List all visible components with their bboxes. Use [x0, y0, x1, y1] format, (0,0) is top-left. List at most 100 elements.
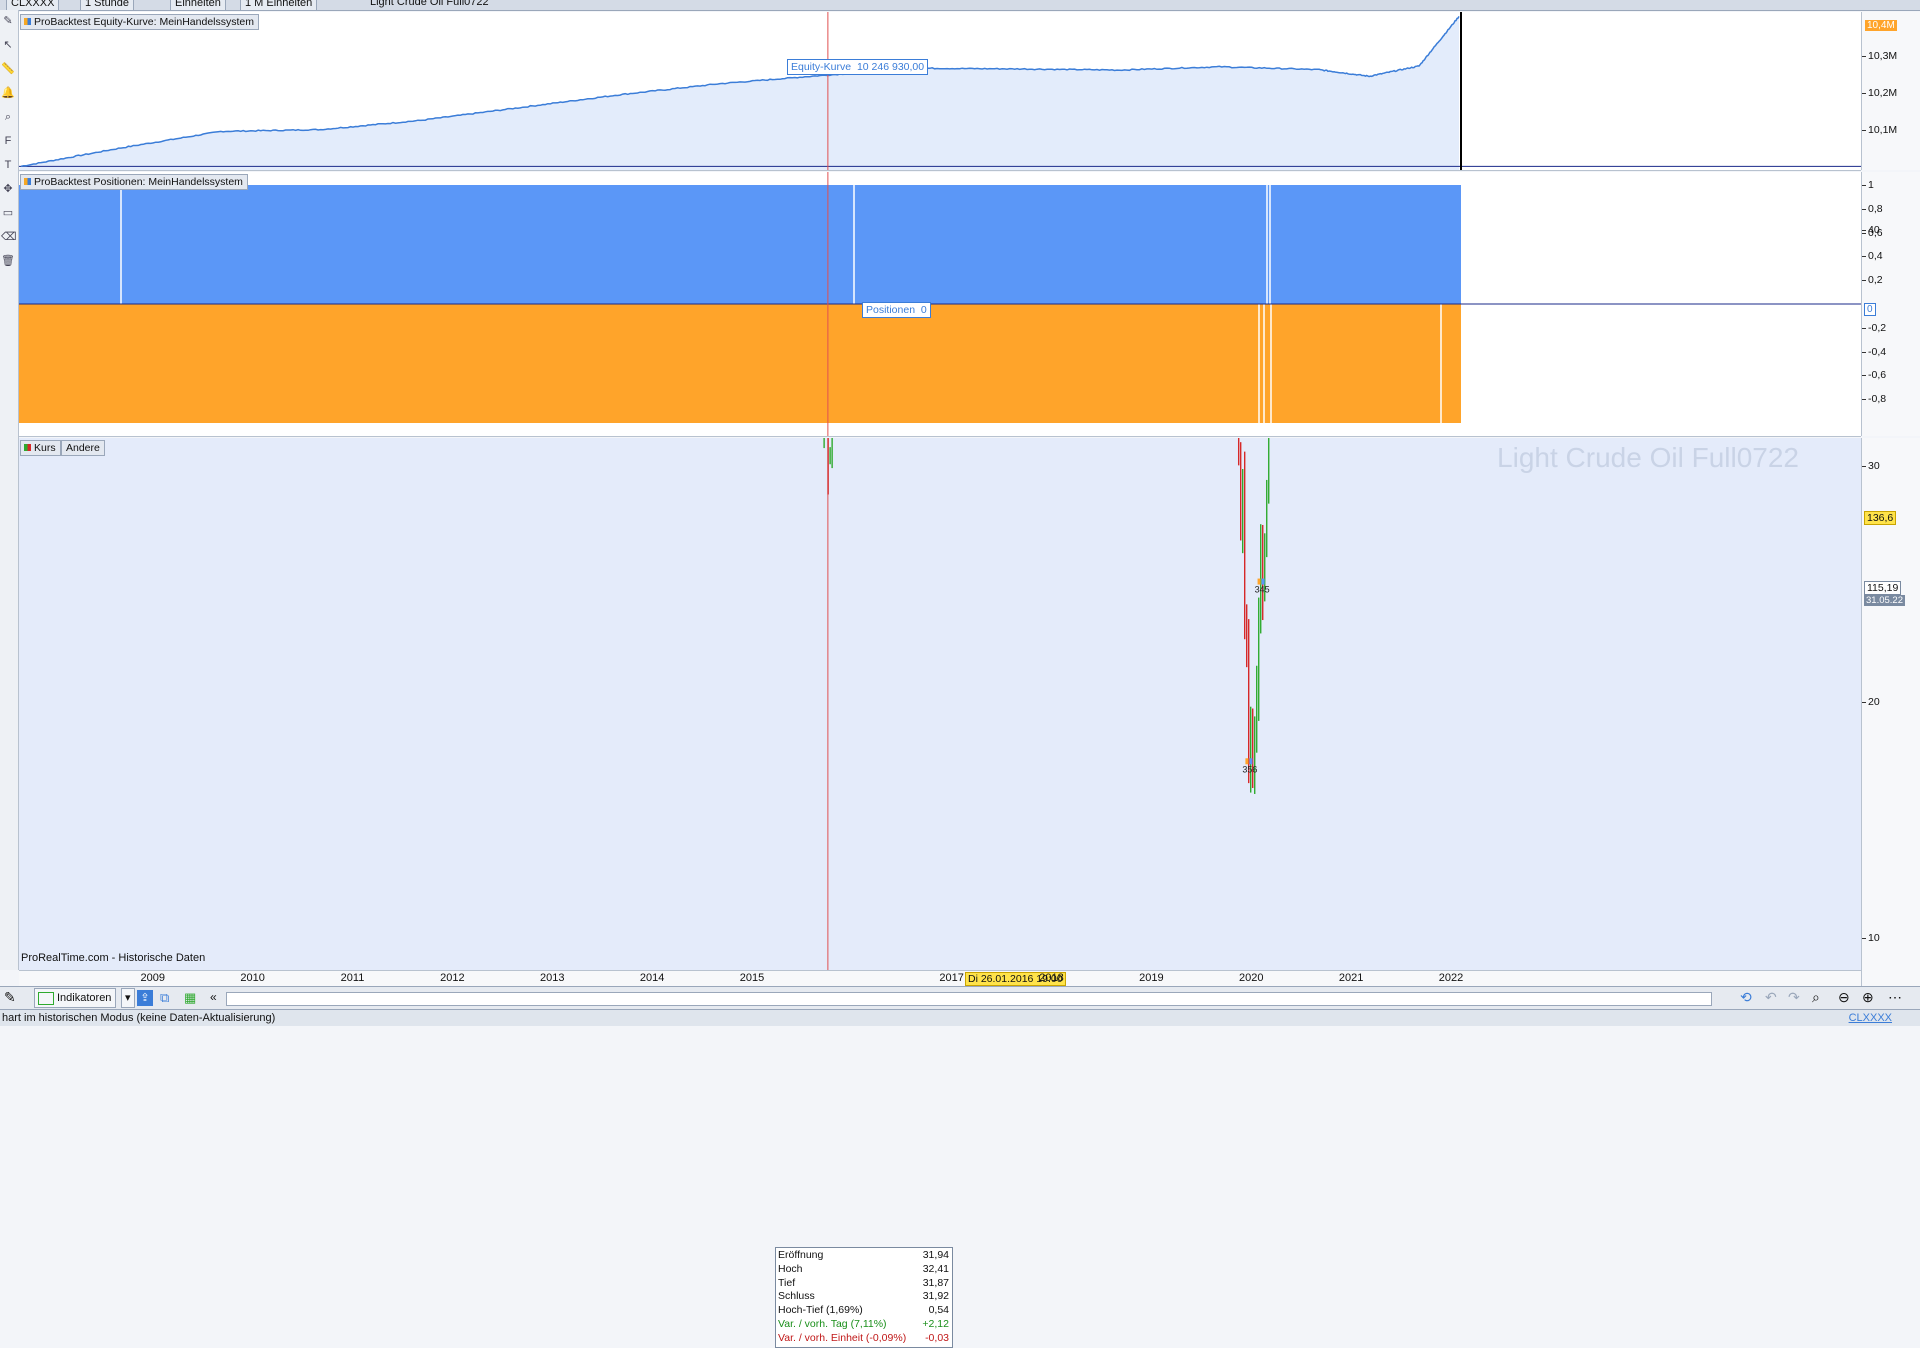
infobox-value: 31,87: [922, 1276, 949, 1289]
spreadsheet-icon[interactable]: ▦: [184, 990, 197, 1005]
price-y-tick: 30: [1862, 460, 1880, 472]
units-count-dropdown[interactable]: 1 M Einheiten: [240, 0, 318, 10]
last-price: 115,19: [1864, 581, 1902, 595]
x-year-tick: 2020: [1239, 972, 1264, 984]
positions-y-tick: -0,2: [1861, 321, 1887, 334]
x-year-tick: 2010: [240, 972, 265, 984]
indicators-dropdown[interactable]: ▾: [121, 988, 135, 1008]
x-year-tick: 2021: [1338, 972, 1364, 984]
price-y-tick: 40: [1862, 224, 1880, 236]
trade-label: 345: [1255, 585, 1270, 595]
trash-icon[interactable]: 🗑: [1, 255, 15, 267]
zoom-out-icon[interactable]: ⊖: [1838, 989, 1850, 1005]
equity-last-value: 10,4M: [1865, 20, 1897, 31]
watermark: Light Crude Oil Full0722: [1497, 442, 1799, 473]
kurs-tag-label: Kurs: [34, 442, 56, 454]
x-year-tick: 2022: [1438, 972, 1464, 984]
pencil-icon[interactable]: ✎: [3, 15, 13, 27]
ohlc-infobox: Eröffnung 31,94 Hoch 32,41 Tief 31,87 Schluss 3…: [775, 1247, 953, 1348]
indicators-label: Indikatoren: [57, 992, 112, 1004]
x-axis: Di 26.01.2016 19:00 2009 2010 2011 2012 2013…: [19, 970, 1861, 987]
time-scrollbar[interactable]: [226, 992, 1712, 1006]
positions-y-tick: 0,4: [1862, 250, 1883, 263]
x-year-tick: 2013: [539, 972, 565, 984]
positions-bubble-label: Positionen: [866, 304, 916, 316]
positions-panel: ProBacktest Positionen: MeinHandelssyste…: [19, 172, 1861, 437]
infobox-value: 31,94: [922, 1249, 949, 1261]
zoom-fit-icon[interactable]: ⌕: [1812, 989, 1820, 1005]
undo-icon[interactable]: ↶: [1765, 989, 1777, 1005]
cursor-icon[interactable]: ↖: [3, 39, 13, 51]
last-date: 31.05.22: [1864, 595, 1905, 606]
price-panel: 3303502853433083524124534624174053703563…: [19, 438, 1861, 1348]
equity-area: [19, 16, 1459, 170]
bell-icon[interactable]: 🔔: [1, 87, 15, 99]
buy-marker: [1261, 578, 1265, 585]
equity-bubble-value: 10 246 930,00: [856, 61, 925, 73]
grid-icon[interactable]: ⋯: [1888, 989, 1902, 1005]
price-y-axis: 160150140130120110100908070605040302010 …: [1861, 224, 1920, 970]
drawing-toolbar: ✎ ↖ 📏 🔔 ⌕ F T ✥ ▭ ⌫ 🗑: [0, 10, 19, 970]
infobox-row: Var. / vorh. Tag (7,11%) +2,12: [776, 1318, 952, 1332]
x-year-tick: 2018: [1039, 972, 1064, 984]
status-bar: hart im historischen Modus (keine Daten-…: [0, 1009, 1920, 1026]
symbol-dropdown[interactable]: CLXXXX: [6, 0, 60, 10]
infobox-row: Hoch 32,41: [776, 1263, 952, 1277]
equity-value-bubble: Equity-Kurve 10 246 930,00: [787, 59, 929, 75]
equity-panel-title: ProBacktest Equity-Kurve: MeinHandelssys…: [34, 16, 255, 28]
candle-icon: [24, 444, 31, 451]
redo-icon[interactable]: ↷: [1788, 989, 1800, 1005]
fibonacci-icon[interactable]: F: [4, 135, 12, 147]
infobox-value: 31,92: [922, 1290, 949, 1303]
infobox-key: Tief: [778, 1276, 796, 1289]
units-dropdown[interactable]: Einheiten: [170, 0, 226, 10]
positions-y-tick: 0,6: [1862, 226, 1883, 239]
text-icon[interactable]: T: [4, 159, 12, 171]
positions-y-tick: -0,8: [1861, 393, 1887, 406]
zoom-icon[interactable]: ⌕: [4, 111, 12, 123]
x-year-tick: 2014: [639, 972, 665, 984]
infobox-key: Var. / vorh. Tag (7,11%): [778, 1317, 887, 1330]
infobox-row: Hoch-Tief (1,69%) 0,54: [776, 1304, 952, 1318]
top-toolbar: CLXXXX 1 Stunde Einheiten 1 M Einheiten …: [0, 0, 1920, 11]
infobox-key: Var. / vorh. Einheit (-0,09%): [778, 1331, 907, 1344]
interval-dropdown[interactable]: 1 Stunde: [80, 0, 135, 10]
cursor-date-label: Di 26.01.2016 19:00: [965, 972, 1066, 986]
sell-marker: [1245, 758, 1249, 765]
equity-y-axis: 10,3M 10,2M 10,1M 10,4M: [1861, 12, 1920, 170]
indicators-button[interactable]: Indikatoren: [34, 988, 117, 1008]
positions-panel-tag[interactable]: ProBacktest Positionen: MeinHandelssyste…: [20, 174, 248, 190]
positions-bubble-value: 0: [920, 304, 927, 316]
layout-icon[interactable]: ⧉: [160, 990, 170, 1005]
infobox-key: Hoch-Tief (1,69%): [778, 1304, 863, 1317]
andere-tag[interactable]: Andere: [61, 440, 105, 456]
price-y-tick: 10: [1862, 932, 1880, 944]
buy-marker: [1249, 758, 1253, 765]
zoom-in-icon[interactable]: ⊕: [1862, 989, 1874, 1005]
positions-value-bubble: Positionen 0: [862, 302, 931, 318]
infobox-row: Tief 31,87: [776, 1277, 952, 1291]
equity-y-tick: 10,3M: [1861, 50, 1898, 63]
share-icon[interactable]: ⇪: [137, 990, 153, 1006]
pencil-icon[interactable]: ✎: [4, 989, 16, 1005]
infobox-row: Var. / vorh. Einheit (-0,09%) -0,03: [776, 1332, 952, 1346]
x-year-tick: 2015: [739, 972, 765, 984]
page-icon[interactable]: ▭: [2, 207, 14, 219]
equity-panel-tag[interactable]: ProBacktest Equity-Kurve: MeinHandelssys…: [20, 14, 260, 30]
hline-value: 136,6: [1864, 511, 1897, 525]
status-symbol-link[interactable]: CLXXXX: [1848, 1012, 1892, 1024]
kurs-tag[interactable]: Kurs: [20, 440, 61, 456]
positions-panel-title: ProBacktest Positionen: MeinHandelssyste…: [34, 176, 243, 188]
andere-tag-label: Andere: [66, 442, 100, 454]
refresh-icon[interactable]: ⟲: [1740, 989, 1752, 1005]
positions-y-axis: 1 0,8 0,6 0,4 0,2 -0,2 -0,4 -0,6 -0,8 0: [1861, 172, 1920, 436]
x-year-tick: 2011: [340, 972, 365, 984]
scroll-start-icon[interactable]: «: [210, 990, 217, 1004]
move-icon[interactable]: ✥: [3, 183, 13, 195]
x-year-tick: 2017: [939, 972, 964, 984]
data-source: ProRealTime.com - Historische Daten: [21, 952, 206, 964]
eraser-icon[interactable]: ⌫: [1, 231, 17, 243]
infobox-key: Hoch: [778, 1262, 803, 1275]
status-text: hart im historischen Modus (keine Daten-…: [2, 1012, 276, 1024]
ruler-icon[interactable]: 📏: [1, 63, 15, 75]
